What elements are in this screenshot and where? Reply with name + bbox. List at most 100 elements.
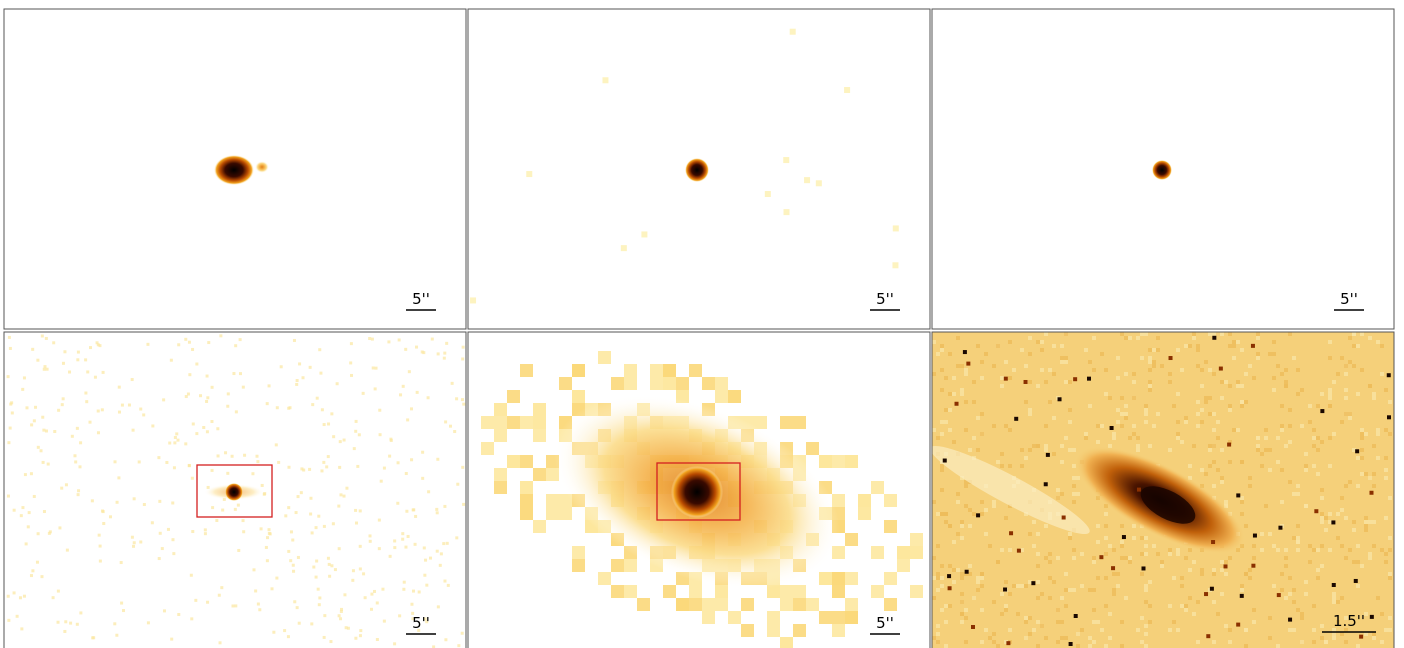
pixel [1056, 620, 1060, 624]
pixel [948, 408, 952, 412]
pixel [1320, 496, 1324, 500]
pixel [1064, 380, 1068, 384]
pixel [1087, 377, 1091, 381]
pixel [416, 391, 419, 394]
pixel [546, 507, 559, 520]
pixel [315, 526, 318, 529]
pixel [1144, 412, 1148, 416]
pixel [1180, 576, 1184, 580]
pixel [1227, 443, 1231, 447]
pixel [1124, 556, 1128, 560]
pixel [1160, 560, 1164, 564]
pixel [380, 480, 383, 483]
pixel [1320, 624, 1324, 628]
pixel [369, 540, 372, 543]
pixel [63, 630, 66, 633]
pixel [944, 604, 948, 608]
pixel [1028, 448, 1032, 452]
pixel [1004, 360, 1008, 364]
pixel [611, 559, 624, 572]
pixel [1320, 520, 1324, 524]
pixel [30, 472, 33, 475]
pixel [98, 344, 101, 347]
pixel [76, 358, 79, 361]
pixel [715, 390, 728, 403]
pixel [215, 519, 218, 522]
pixel [219, 334, 222, 337]
pixel [1216, 468, 1220, 472]
pixel [219, 641, 222, 644]
pixel [37, 532, 40, 535]
pixel [520, 364, 533, 377]
pixel [1240, 584, 1244, 588]
pixel [940, 368, 944, 372]
pixel [1004, 424, 1008, 428]
pixel [461, 357, 464, 360]
pixel [389, 555, 392, 558]
pixel [932, 556, 936, 560]
pixel [689, 364, 702, 377]
pixel [1376, 432, 1380, 436]
pixel [206, 430, 209, 433]
pixel [121, 404, 124, 407]
pixel [1064, 572, 1068, 576]
pixel [1268, 616, 1272, 620]
panel [468, 332, 930, 648]
pixel [316, 397, 319, 400]
pixel [442, 542, 445, 545]
pixel [1196, 348, 1200, 352]
pixel [242, 386, 245, 389]
pixel [621, 245, 627, 251]
pixel [1280, 572, 1284, 576]
pixel [1332, 583, 1336, 587]
pixel [1360, 448, 1364, 452]
pixel [992, 500, 996, 504]
panel [924, 332, 1394, 648]
pixel [1211, 540, 1215, 544]
pixel [1219, 367, 1223, 371]
pixel [113, 622, 116, 625]
pixel [1328, 356, 1332, 360]
pixel [1176, 628, 1180, 632]
pixel [329, 640, 332, 643]
pixel [388, 455, 391, 458]
pixel [1212, 568, 1216, 572]
pixel [956, 364, 960, 368]
pixel [1328, 436, 1332, 440]
pixel [457, 644, 460, 647]
pixel [206, 601, 209, 604]
pixel [1112, 436, 1116, 440]
pixel [7, 375, 10, 378]
pixel [1192, 560, 1196, 564]
pixel [355, 522, 358, 525]
pixel [964, 504, 968, 508]
pixel [1278, 526, 1282, 530]
pixel [138, 460, 141, 463]
pixel [1144, 644, 1148, 648]
pixel [1104, 576, 1108, 580]
pixel [1312, 640, 1316, 644]
pixel [99, 545, 102, 548]
pixel [1076, 476, 1080, 480]
pixel [96, 341, 99, 344]
pixel [1344, 412, 1348, 416]
pixel [1316, 404, 1320, 408]
pixel [806, 598, 819, 611]
pixel [1044, 380, 1048, 384]
pixel [1296, 484, 1300, 488]
pixel [318, 348, 321, 351]
pixel [1073, 377, 1077, 381]
pixel [936, 576, 940, 580]
pixel [964, 368, 968, 372]
pixel [194, 599, 197, 602]
pixel [1304, 580, 1308, 584]
pixel [1108, 396, 1112, 400]
pixel [332, 522, 335, 525]
pixel [1124, 596, 1128, 600]
pixel [963, 350, 967, 354]
pixel [85, 400, 88, 403]
pixel [1208, 396, 1212, 400]
pixel [1080, 628, 1084, 632]
pixel [858, 507, 871, 520]
pixel [1384, 516, 1388, 520]
